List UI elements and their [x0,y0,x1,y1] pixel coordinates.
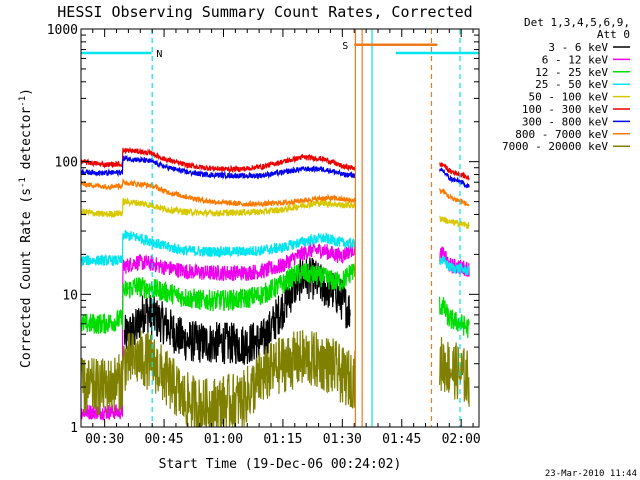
legend-label-4: 50 - 100 keV [529,91,609,104]
y-tick-label-3: 1000 [47,23,78,38]
legend-label-6: 300 - 800 keV [522,115,608,128]
y-axis-label-main: Corrected Count Rate (s [19,188,34,368]
legend-label-1: 6 - 12 keV [542,53,609,66]
x-tick-label-2: 01:00 [204,432,243,447]
legend-label-0: 3 - 6 keV [548,41,608,54]
series-line-4 [80,197,470,230]
x-tick-label-0: 00:30 [85,432,124,447]
y-tick-label-2: 100 [55,156,78,171]
x-tick-label-3: 01:15 [263,432,302,447]
y-axis-label-sup-1: -1 [18,177,28,188]
legend-label-7: 800 - 7000 keV [515,128,608,141]
series-line-8 [80,330,470,428]
series-line-6 [80,154,470,189]
x-tick-label-5: 01:45 [382,432,421,447]
legend-label-8: 7000 - 20000 keV [502,140,608,153]
series-layer [80,146,470,428]
x-tick-label-1: 00:45 [144,432,183,447]
overlay-layer: NS [81,29,479,427]
legend-header-line-1: Det 1,3,4,5,6,9, [524,16,630,29]
y-tick-label-1: 10 [62,288,78,303]
timestamp: 23-Mar-2010 11:44 [545,469,637,479]
x-tick-label-4: 01:30 [323,432,362,447]
y-tick-label-0: 1 [70,421,78,436]
y-axis-label-sup-2: -1 [18,96,28,107]
flag-label-n: N [156,49,162,60]
x-tick-label-6: 02:00 [442,432,481,447]
legend-label-3: 25 - 50 keV [535,78,608,91]
series-line-7 [80,177,470,208]
flag-label-s: S [342,41,348,52]
y-axis-label: Corrected Count Rate (s-1 detector-1) [18,88,34,368]
tick-layer: 00:30 00:45 01:00 01:15 01:30 01:45 02:00 1 10 10… [47,23,481,447]
chart-title: HESSI Observing Summary Count Rates, Cor… [57,3,472,21]
x-axis-label: Start Time (19-Dec-06 00:24:02) [159,457,402,472]
series-line-5 [80,146,470,182]
series-line-2 [80,263,470,338]
plot-frame [80,28,480,428]
legend-label-2: 12 - 25 keV [535,66,608,79]
legend-label-5: 100 - 300 keV [522,103,608,116]
series-line-3 [80,229,470,276]
y-axis-label-end: ) [19,88,34,96]
y-axis-label-mid: detector [19,107,34,178]
legend-header-line-2: Att 0 [597,28,630,41]
series-line-0 [123,257,351,365]
